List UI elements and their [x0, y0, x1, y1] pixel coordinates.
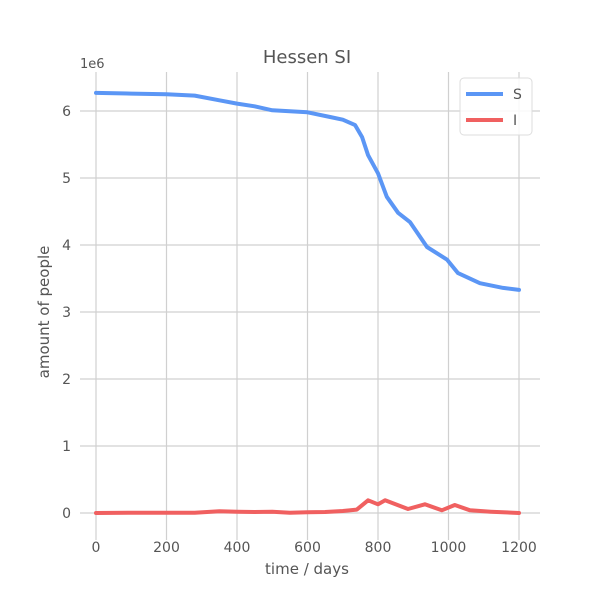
series-line-s	[94, 90, 521, 292]
y-tick-label: 4	[62, 238, 71, 254]
chart-title: Hessen SI	[263, 47, 351, 68]
x-tick-label: 1000	[431, 540, 467, 556]
x-tick-label: 1200	[501, 540, 537, 556]
y-tick-label: 3	[62, 305, 71, 321]
y-offset-label: 1e6	[80, 57, 105, 72]
y-tick-label: 6	[62, 104, 71, 120]
x-tick-label: 0	[92, 540, 101, 556]
y-tick-label: 1	[62, 439, 71, 455]
x-axis-label: time / days	[265, 560, 349, 578]
y-axis-label: amount of people	[35, 246, 53, 379]
series-line-i	[94, 498, 521, 515]
x-tick-label: 400	[224, 540, 251, 556]
legend: S I	[459, 77, 533, 136]
y-tick-label: 5	[62, 171, 71, 187]
x-tick-label: 600	[294, 540, 321, 556]
y-tick-label: 2	[62, 372, 71, 388]
x-tick-label: 200	[153, 540, 180, 556]
legend-label-s: S	[513, 87, 522, 103]
legend-label-i: I	[513, 113, 517, 129]
x-tick-label: 800	[365, 540, 392, 556]
y-tick-label: 0	[62, 506, 71, 522]
